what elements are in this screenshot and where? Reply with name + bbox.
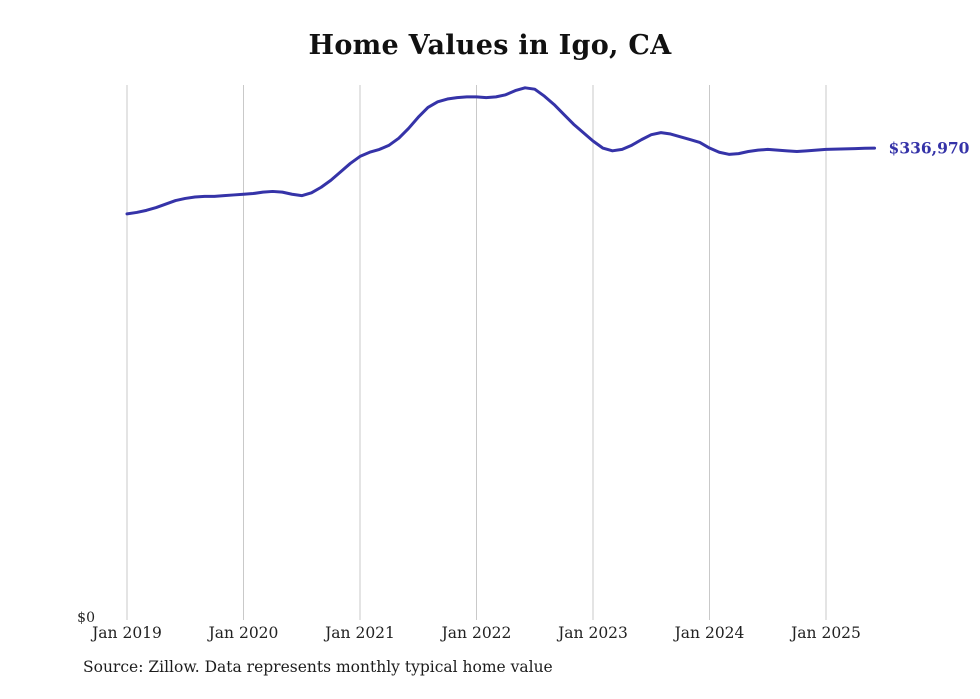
x-tick-label: Jan 2021 [325, 624, 395, 642]
current-value-label: $336,970 [888, 138, 970, 158]
x-tick-label: Jan 2024 [674, 624, 745, 642]
x-tick-label: Jan 2022 [441, 624, 512, 642]
gridlines-group [126, 85, 827, 620]
x-tick-label: Jan 2019 [92, 624, 162, 642]
chart-title: Home Values in Igo, CA [308, 30, 672, 61]
x-tick-label: Jan 2025 [791, 624, 861, 642]
y-tick-label-zero: $0 [77, 610, 95, 626]
source-note: Source: Zillow. Data represents monthly … [83, 658, 553, 676]
x-tick-label: Jan 2023 [558, 624, 628, 642]
home-value-line [125, 86, 877, 216]
x-tick-label: Jan 2020 [208, 624, 279, 642]
